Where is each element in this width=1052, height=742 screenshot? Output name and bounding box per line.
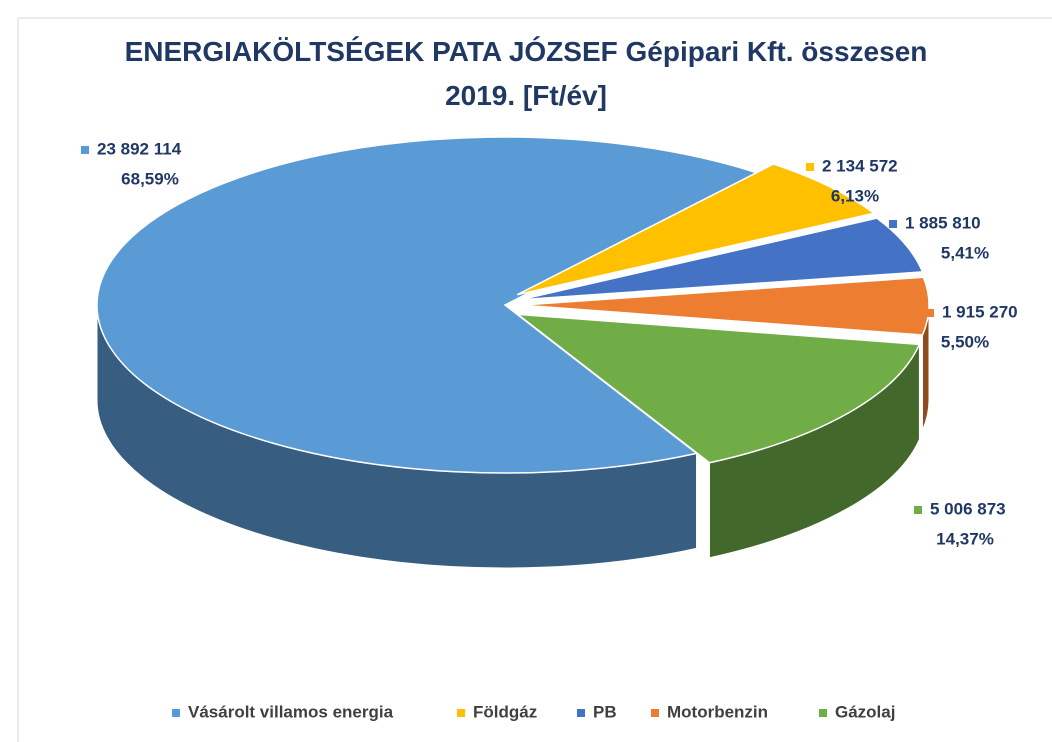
legend-marker: [457, 709, 465, 717]
slice: [515, 313, 921, 464]
value-label: 5 006 873: [930, 499, 1006, 518]
slice-sides: [96, 304, 930, 569]
legend-label: Gázolaj: [835, 702, 895, 721]
percent-label: 5,50%: [941, 332, 989, 351]
slice: [520, 276, 930, 336]
value-label: 1 885 810: [905, 213, 981, 232]
label-marker: [914, 506, 922, 514]
value-label: 1 915 270: [942, 302, 1018, 321]
label-marker: [889, 220, 897, 228]
value-label: 23 892 114: [97, 139, 182, 158]
percent-label: 14,37%: [936, 529, 994, 548]
percent-label: 6,13%: [831, 186, 879, 205]
slice: [96, 136, 764, 474]
value-label: 2 134 572: [822, 156, 898, 175]
legend-marker: [577, 709, 585, 717]
chart-frame: [17, 17, 1052, 742]
legend-label: Vásárolt villamos energia: [188, 702, 394, 721]
label-marker: [926, 309, 934, 317]
legend-marker: [819, 709, 827, 717]
legend-label: PB: [593, 702, 617, 721]
label-marker: [81, 146, 89, 154]
legend-marker: [651, 709, 659, 717]
percent-label: 68,59%: [121, 169, 179, 188]
legend-label: Motorbenzin: [667, 702, 768, 721]
label-marker: [806, 163, 814, 171]
chart-title: ENERGIAKÖLTSÉGEK PATA JÓZSEF Gépipari Kf…: [124, 36, 928, 111]
percent-label: 5,41%: [941, 243, 989, 262]
legend-label: Földgáz: [473, 702, 537, 721]
slice: [516, 163, 876, 296]
slice: [519, 217, 924, 301]
legend-marker: [172, 709, 180, 717]
